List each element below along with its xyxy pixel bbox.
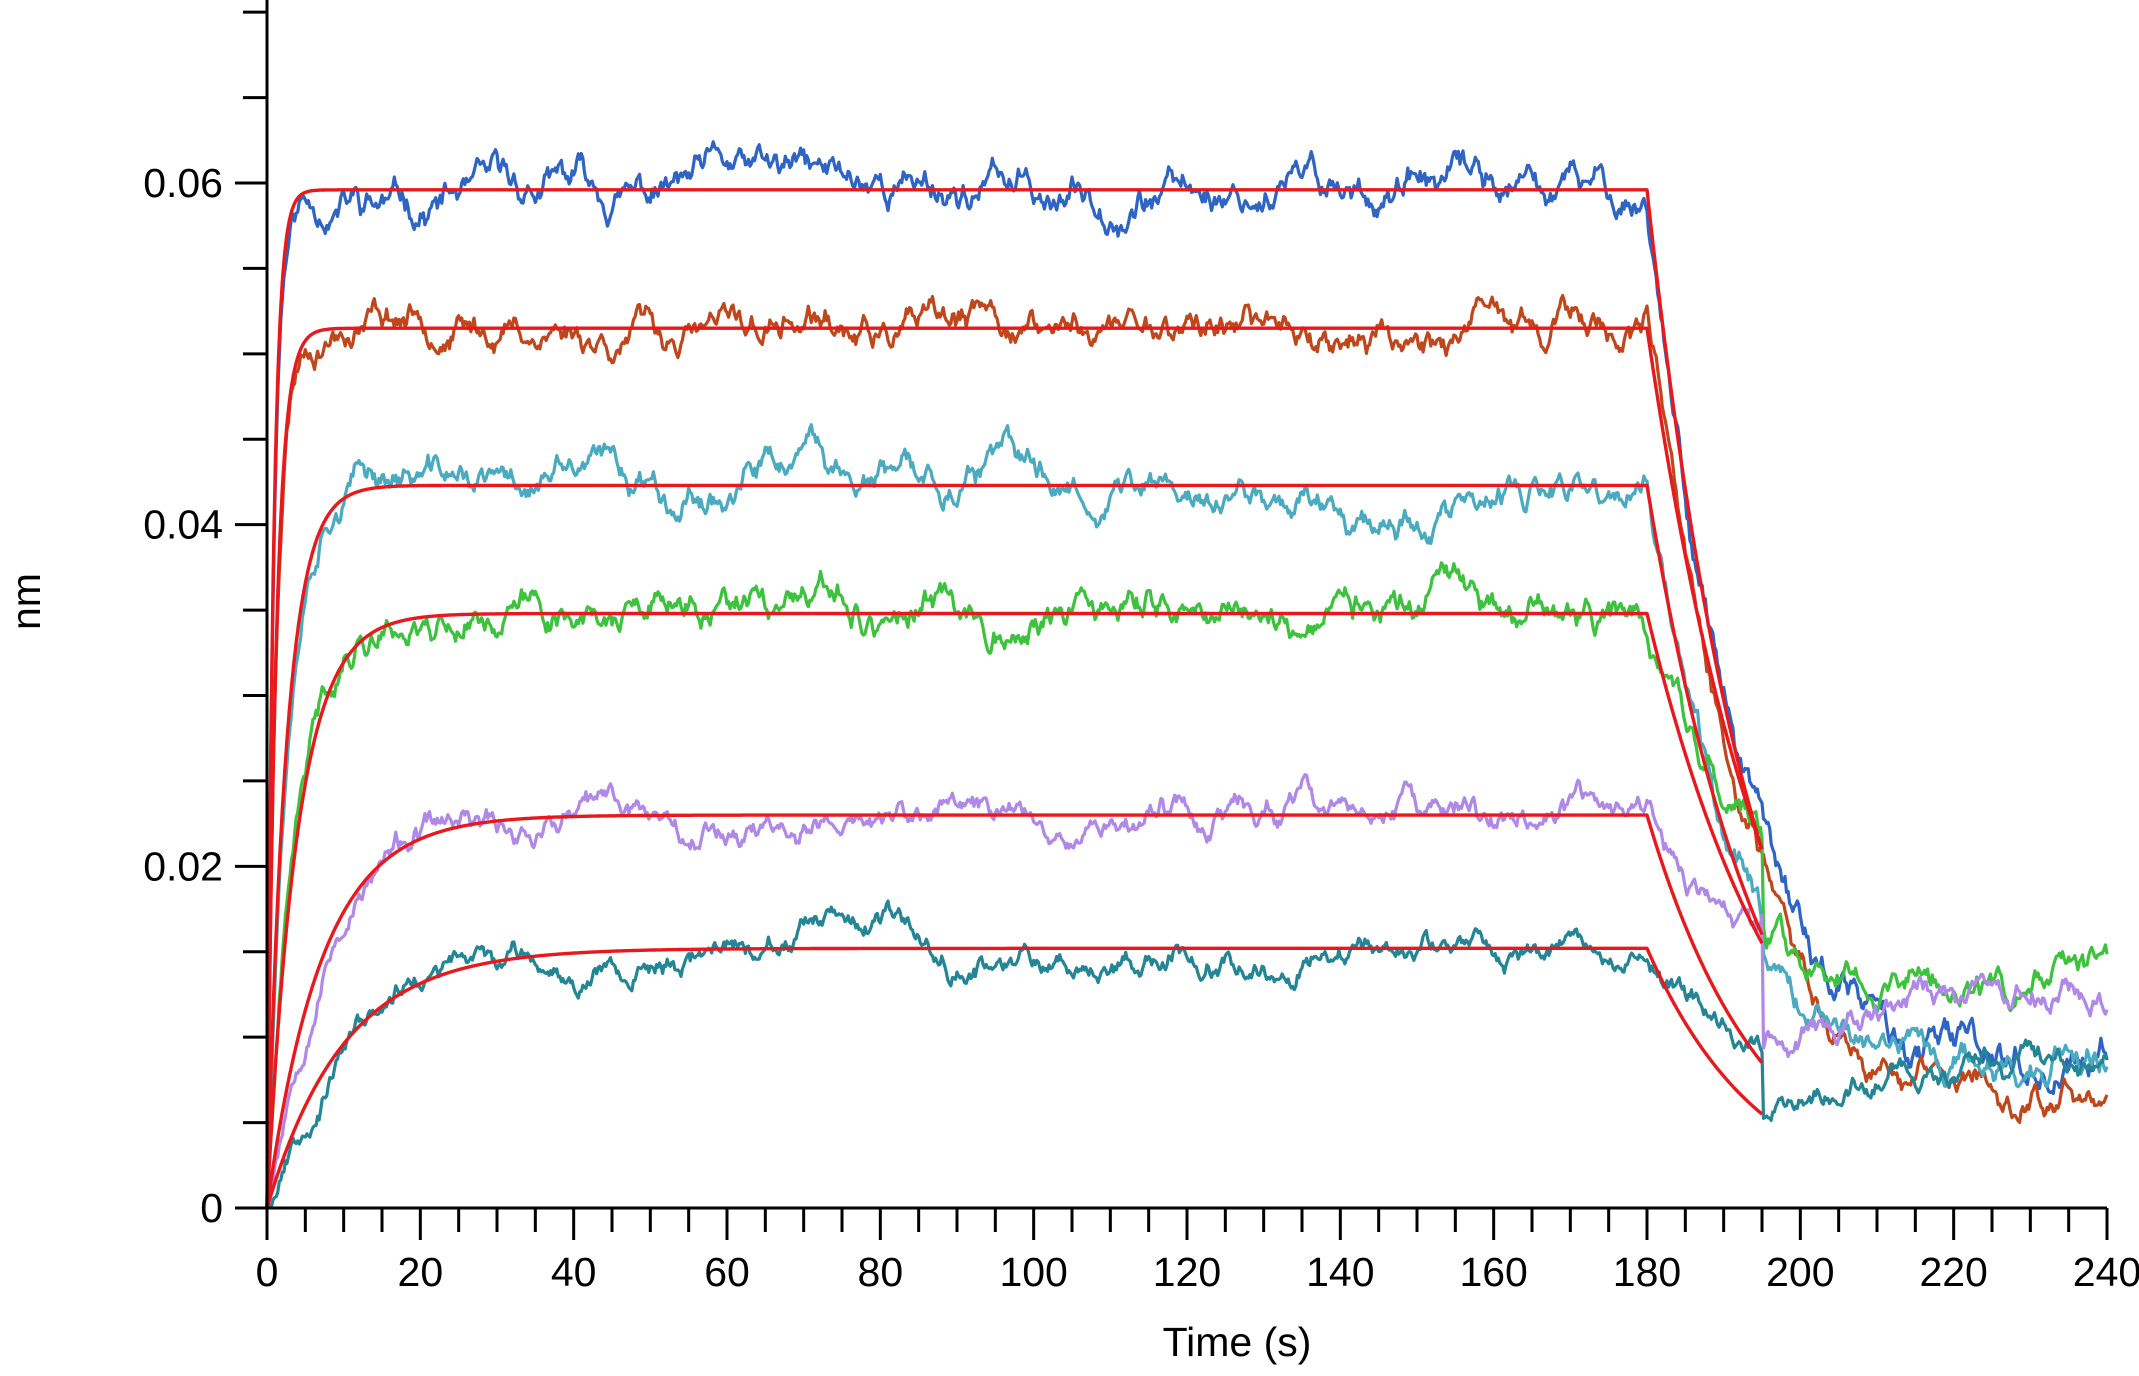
y-axis-title: nm bbox=[3, 573, 49, 630]
x-tick-label: 80 bbox=[858, 1249, 904, 1295]
x-tick-label: 240 bbox=[2073, 1249, 2139, 1295]
axes-group: 0 20 40 60 80 100 120 140 160 180 200 220 240 00.020… bbox=[143, 0, 2139, 1295]
y-tick-label: 0.06 bbox=[143, 160, 223, 206]
y-ticks: 0 0.02 0.04 0.06 bbox=[143, 10, 267, 1231]
x-ticks: 0 20 40 60 80 100 120 140 160 180 200 220 240 bbox=[256, 1208, 2139, 1295]
x-tick-label: 40 bbox=[551, 1249, 597, 1295]
data-series-4 bbox=[265, 561, 2109, 1209]
data-series-1 bbox=[265, 140, 2109, 1209]
x-tick-label: 140 bbox=[1306, 1249, 1374, 1295]
x-tick-label: 220 bbox=[1919, 1249, 1987, 1295]
data-series-3 bbox=[265, 423, 2109, 1209]
fit-curve-1 bbox=[265, 188, 1764, 1209]
x-tick-label: 160 bbox=[1459, 1249, 1527, 1295]
x-tick-label: 120 bbox=[1153, 1249, 1221, 1295]
x-tick-label: 60 bbox=[704, 1249, 750, 1295]
fit-curve-5 bbox=[265, 813, 1764, 1209]
data-series-group bbox=[265, 140, 2109, 1210]
fit-curve-3 bbox=[265, 483, 1764, 1209]
x-tick-label: 200 bbox=[1766, 1249, 1834, 1295]
data-series-6 bbox=[265, 899, 2109, 1209]
x-tick-label: 100 bbox=[999, 1249, 1067, 1295]
data-series-2 bbox=[265, 294, 2109, 1209]
x-tick-label: 180 bbox=[1613, 1249, 1681, 1295]
fit-curve-6 bbox=[265, 946, 1764, 1209]
fit-curves-group bbox=[265, 188, 1764, 1209]
fit-curve-2 bbox=[265, 326, 1764, 1209]
x-tick-label: 0 bbox=[256, 1249, 279, 1295]
data-series-5 bbox=[266, 773, 2109, 1210]
y-tick-label: 0.02 bbox=[143, 843, 223, 889]
fit-curve-4 bbox=[265, 611, 1764, 1209]
y-tick-label: 0 bbox=[200, 1185, 223, 1231]
y-tick-label: 0.04 bbox=[143, 502, 223, 548]
x-tick-label: 20 bbox=[398, 1249, 444, 1295]
x-axis-title: Time (s) bbox=[1163, 1319, 1312, 1365]
